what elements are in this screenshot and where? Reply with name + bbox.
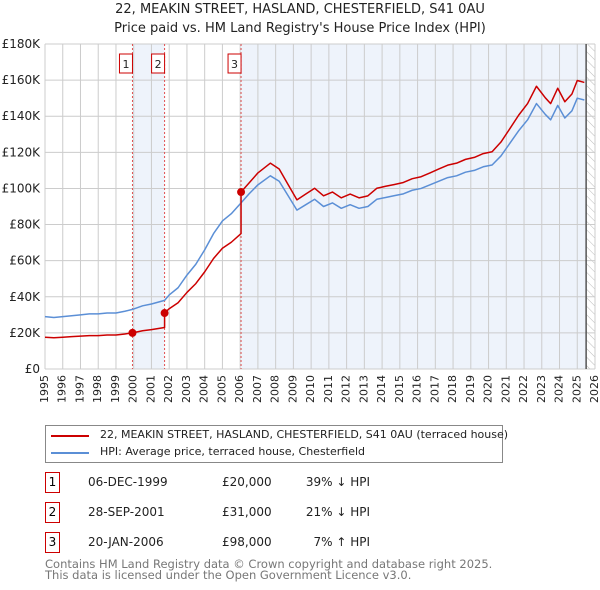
x-tick-label: 2009 <box>286 375 299 403</box>
y-tick-label: £120K <box>2 145 42 159</box>
x-tick-label: 1996 <box>56 375 69 403</box>
x-tick-label: 1999 <box>109 375 122 403</box>
x-tick-label: 2020 <box>482 375 495 403</box>
sale-date: 20-JAN-2006 <box>88 535 164 549</box>
x-tick-label: 2015 <box>393 375 406 403</box>
x-tick-label: 1997 <box>73 375 86 403</box>
x-tick-label: 2017 <box>428 375 441 403</box>
chart-subtitle: Price paid vs. HM Land Registry's House … <box>114 21 486 36</box>
legend-price-swatch <box>51 435 89 437</box>
sale-point <box>160 309 169 318</box>
x-tick-label: 2011 <box>322 375 335 403</box>
x-tick-label: 2012 <box>340 375 353 403</box>
x-tick-label: 2014 <box>375 375 388 403</box>
y-tick-label: £80K <box>9 218 41 232</box>
y-tick-label: £160K <box>2 73 42 87</box>
x-tick-label: 2016 <box>411 375 424 403</box>
x-tick-label: 2026 <box>588 375 600 403</box>
y-tick-label: £0 <box>25 362 40 376</box>
sale-number-badge: 1 <box>45 472 60 493</box>
x-tick-label: 2005 <box>215 375 228 403</box>
hpi-line <box>44 97 585 319</box>
y-tick-label: £60K <box>9 254 41 268</box>
sale-hpi-delta: 21% ↓ HPI <box>305 505 370 519</box>
x-tick-label: 2003 <box>180 375 193 403</box>
x-tick-label: 2021 <box>499 375 512 403</box>
footer-copyright: Contains HM Land Registry data © Crown c… <box>45 557 493 571</box>
forecast-hatch <box>586 44 595 369</box>
y-tick-label: £40K <box>9 290 41 304</box>
x-tick-label: 1998 <box>91 375 104 403</box>
y-tick-label: £140K <box>2 109 42 123</box>
y-tick-label: £20K <box>9 326 41 340</box>
legend-price-label: 22, MEAKIN STREET, HASLAND, CHESTERFIELD… <box>100 428 509 441</box>
chart-title: 22, MEAKIN STREET, HASLAND, CHESTERFIELD… <box>115 2 485 17</box>
footer-licence: This data is licensed under the Open Gov… <box>45 568 412 582</box>
sale-date: 28-SEP-2001 <box>88 505 165 519</box>
x-tick-label: 1995 <box>38 375 51 403</box>
shaded-period <box>241 44 587 369</box>
shaded-period <box>132 44 165 369</box>
sale-marker-label: 3 <box>231 58 238 71</box>
sale-marker-label: 2 <box>155 58 162 71</box>
legend-hpi-swatch <box>51 452 89 454</box>
x-tick-label: 2018 <box>446 375 459 403</box>
y-tick-label: £180K <box>2 37 42 51</box>
y-tick-label: £100K <box>2 181 42 195</box>
x-tick-label: 2022 <box>517 375 530 403</box>
sale-hpi-delta: 7% ↑ HPI <box>313 535 370 549</box>
x-tick-label: 2002 <box>162 375 175 403</box>
x-tick-label: 2008 <box>269 375 282 403</box>
x-tick-label: 2019 <box>464 375 477 403</box>
sale-number-badge: 3 <box>45 532 60 553</box>
legend-hpi-label: HPI: Average price, terraced house, Ches… <box>100 445 366 458</box>
sale-point <box>128 328 137 337</box>
x-tick-label: 2025 <box>570 375 583 403</box>
sale-marker-box <box>227 53 242 74</box>
x-tick-label: 2024 <box>553 375 566 403</box>
sale-price: £31,000 <box>222 505 272 519</box>
sale-marker-box <box>151 53 166 74</box>
x-tick-label: 2000 <box>127 375 140 403</box>
x-tick-label: 2010 <box>304 375 317 403</box>
price-line <box>44 79 585 339</box>
x-tick-label: 2007 <box>251 375 264 403</box>
sale-price: £98,000 <box>222 535 272 549</box>
x-tick-label: 2004 <box>198 375 211 403</box>
legend: 22, MEAKIN STREET, HASLAND, CHESTERFIELD… <box>45 425 508 463</box>
sale-date: 06-DEC-1999 <box>88 475 168 489</box>
sale-point <box>237 188 246 197</box>
sale-price: £20,000 <box>222 475 272 489</box>
sale-marker-label: 1 <box>122 58 129 71</box>
plot-area: 1995 1996 1997 1998 1999 2000 2001 2002 2003 2004… <box>2 37 600 403</box>
x-tick-label: 2006 <box>233 375 246 403</box>
sale-number-badge: 2 <box>45 502 60 523</box>
x-tick-label: 2013 <box>357 375 370 403</box>
x-tick-label: 2023 <box>535 375 548 403</box>
x-tick-label: 2001 <box>144 375 157 403</box>
sale-hpi-delta: 39% ↓ HPI <box>305 475 370 489</box>
sale-marker-box <box>118 53 133 74</box>
